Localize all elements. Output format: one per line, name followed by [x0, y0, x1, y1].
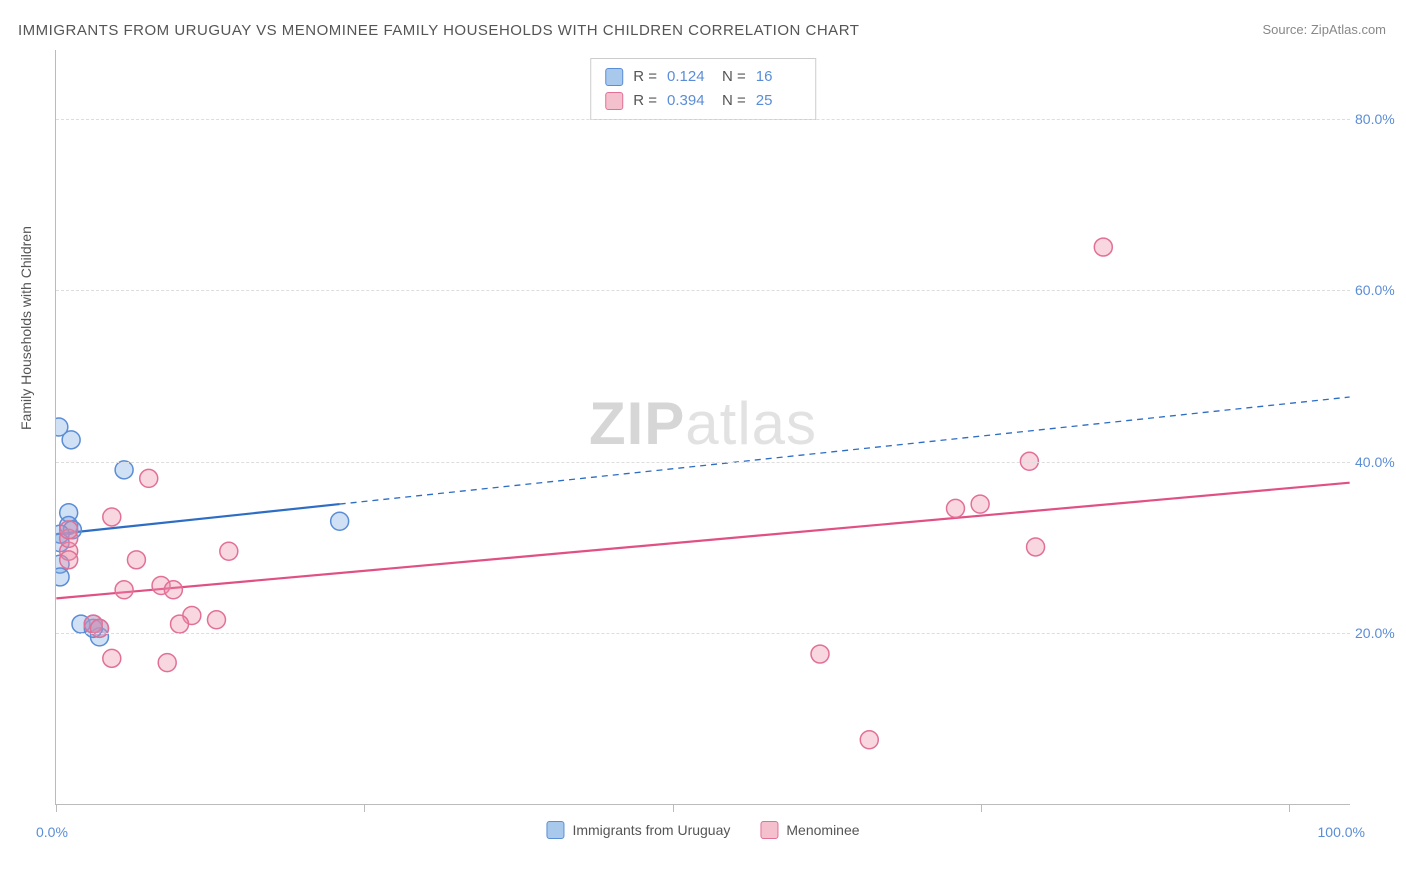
stats-n-label-1: N = [722, 65, 746, 89]
y-tick-label: 60.0% [1355, 282, 1406, 298]
stats-row-1: R = 0.124 N = 16 [605, 65, 801, 89]
stats-r-label-1: R = [633, 65, 657, 89]
x-tick-label-left: 0.0% [36, 824, 68, 840]
x-tick [673, 804, 674, 812]
grid-line [56, 462, 1350, 463]
x-legend-label-2: Menominee [786, 822, 859, 838]
stats-r-label-2: R = [633, 89, 657, 113]
chart-source: Source: ZipAtlas.com [1262, 22, 1386, 37]
x-axis-legend: Immigrants from Uruguay Menominee [546, 821, 859, 839]
grid-line [56, 290, 1350, 291]
stats-r-val-2: 0.394 [667, 89, 712, 113]
stats-swatch-2 [605, 92, 623, 110]
x-tick-label-right: 100.0% [1318, 824, 1365, 840]
chart-title: IMMIGRANTS FROM URUGUAY VS MENOMINEE FAM… [18, 22, 859, 39]
watermark-zip: ZIP [589, 390, 685, 457]
stats-n-label-2: N = [722, 89, 746, 113]
plot-area: ZIPatlas R = 0.124 N = 16 R = 0.394 N = … [55, 50, 1350, 805]
watermark: ZIPatlas [589, 389, 817, 458]
y-tick-label: 80.0% [1355, 111, 1406, 127]
y-axis-label: Family Households with Children [18, 226, 34, 430]
x-legend-swatch-1 [546, 821, 564, 839]
x-legend-item-1: Immigrants from Uruguay [546, 821, 730, 839]
watermark-atlas: atlas [685, 390, 817, 457]
stats-n-val-2: 25 [756, 89, 801, 113]
x-legend-label-1: Immigrants from Uruguay [572, 822, 730, 838]
y-tick-label: 40.0% [1355, 454, 1406, 470]
grid-line [56, 633, 1350, 634]
x-tick [981, 804, 982, 812]
stats-legend-box: R = 0.124 N = 16 R = 0.394 N = 25 [590, 58, 816, 120]
chart-svg [56, 50, 1350, 804]
stats-n-val-1: 16 [756, 65, 801, 89]
grid-line [56, 119, 1350, 120]
stats-swatch-1 [605, 68, 623, 86]
y-tick-label: 20.0% [1355, 625, 1406, 641]
x-tick [1289, 804, 1290, 812]
x-tick [364, 804, 365, 812]
x-legend-swatch-2 [760, 821, 778, 839]
x-tick [56, 804, 57, 812]
stats-r-val-1: 0.124 [667, 65, 712, 89]
stats-row-2: R = 0.394 N = 25 [605, 89, 801, 113]
x-legend-item-2: Menominee [760, 821, 859, 839]
